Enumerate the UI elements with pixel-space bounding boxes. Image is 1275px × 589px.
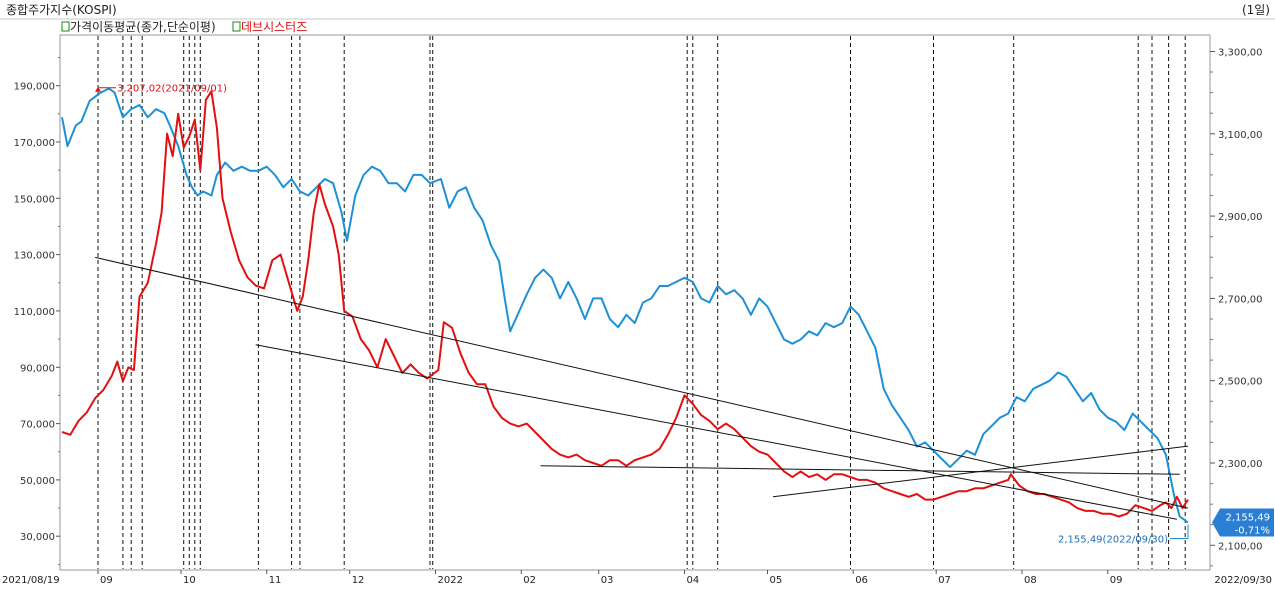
- right-tick-label: 2,100,00: [1218, 541, 1263, 552]
- value-badge: [1212, 508, 1274, 537]
- left-tick-label: 130,000: [14, 251, 55, 262]
- kospi-line: [61, 87, 1189, 524]
- interval-label: (1일): [1242, 3, 1270, 17]
- high-label: 3,207,02(2021/09/01): [117, 84, 227, 95]
- x-tick-label: 09: [100, 575, 113, 586]
- x-start-label: 2021/08/19: [2, 575, 60, 586]
- x-tick-label: 06: [855, 575, 868, 586]
- right-tick-label: 2,300,00: [1218, 459, 1263, 470]
- x-tick-label: 05: [770, 575, 783, 586]
- badge-value: 2,155,49: [1225, 513, 1270, 524]
- left-tick-label: 70,000: [20, 420, 55, 431]
- x-end-label: 2022/09/30: [1214, 575, 1272, 586]
- x-tick-label: 09: [1110, 575, 1123, 586]
- right-tick-label: 2,500,00: [1218, 377, 1263, 388]
- x-tick-label: 10: [183, 575, 196, 586]
- badge-change: -0,71%: [1235, 526, 1270, 537]
- x-tick-label: 04: [687, 575, 700, 586]
- legend-swatch-moving-average[interactable]: [61, 21, 70, 32]
- x-tick-label: 07: [938, 575, 951, 586]
- left-tick-label: 190,000: [14, 82, 55, 93]
- right-tick-label: 2,900,00: [1218, 212, 1263, 223]
- legend-devsisters[interactable]: 데브시스터즈: [241, 20, 307, 34]
- right-tick-label: 3,100,00: [1218, 130, 1263, 141]
- chart-title: 종합주가지수(KOSPI): [6, 3, 117, 17]
- last-label: 2,155,49(2022/09/30): [1058, 535, 1168, 546]
- x-tick-label: 03: [601, 575, 614, 586]
- right-tick-label: 2,700,00: [1218, 294, 1263, 305]
- right-tick-label: 3,300,00: [1218, 48, 1263, 59]
- legend-moving-average[interactable]: 가격이동평균(종가,단순이평): [70, 20, 216, 34]
- trendline: [95, 256, 1189, 509]
- left-tick-label: 90,000: [20, 363, 55, 374]
- legend-swatch-devsisters[interactable]: [232, 21, 241, 32]
- trendline: [255, 344, 1177, 520]
- x-tick-label: 08: [1024, 575, 1037, 586]
- trendline: [772, 445, 1189, 498]
- high-marker: [95, 86, 101, 92]
- left-tick-label: 50,000: [20, 476, 55, 487]
- devsisters-line: [61, 90, 1189, 518]
- left-tick-label: 150,000: [14, 194, 55, 205]
- plot-frame: [59, 34, 1211, 571]
- x-tick-label: 12: [352, 575, 365, 586]
- left-tick-label: 170,000: [14, 138, 55, 149]
- left-tick-label: 30,000: [20, 532, 55, 543]
- x-tick-label: 11: [269, 575, 282, 586]
- left-tick-label: 110,000: [14, 307, 55, 318]
- trendline: [540, 465, 1180, 475]
- x-tick-label: 2022: [438, 575, 463, 586]
- x-tick-label: 02: [523, 575, 536, 586]
